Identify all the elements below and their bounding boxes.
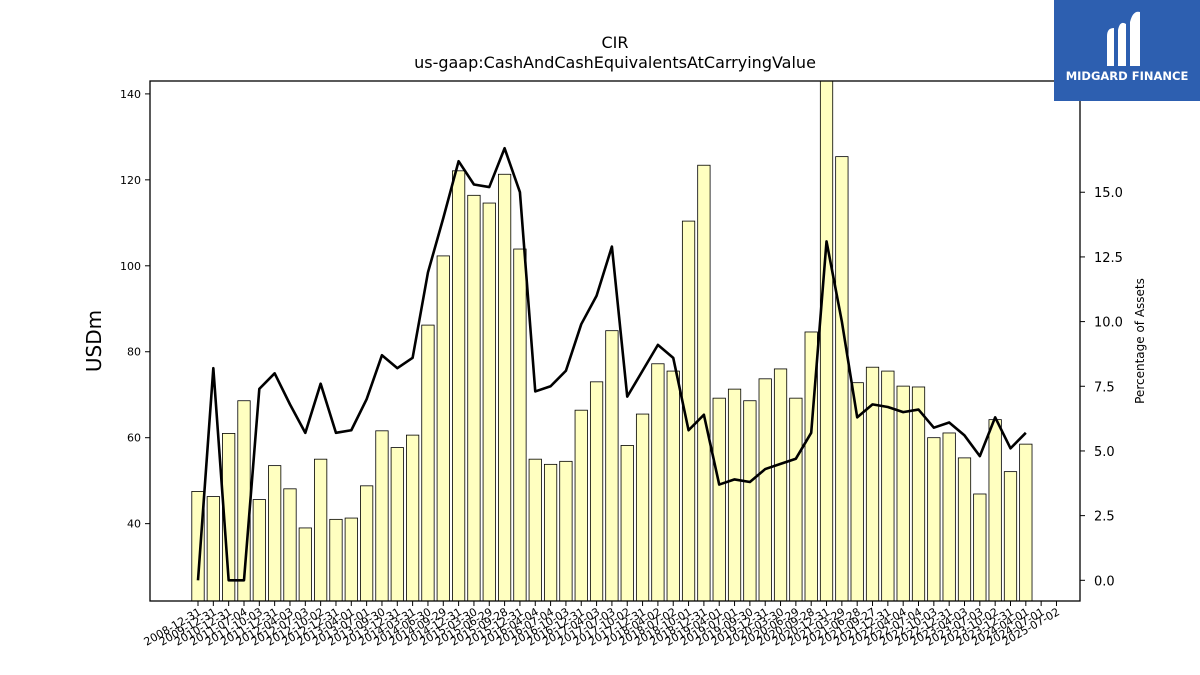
- y2-tick-label: 10.0: [1094, 316, 1123, 331]
- midgard-logo-icon: [1107, 11, 1140, 66]
- bar: [360, 485, 374, 602]
- bar: [957, 457, 972, 602]
- y2-axis-label: Percentage of Assets: [1133, 278, 1147, 404]
- y-tick-label: 120: [120, 174, 141, 187]
- bar: [314, 458, 328, 602]
- bar: [789, 397, 803, 602]
- bar: [1003, 471, 1018, 602]
- bar: [942, 432, 956, 602]
- y-axis-label: USDm: [82, 310, 106, 372]
- bar-series: [191, 80, 1033, 602]
- bar: [988, 419, 1002, 602]
- brand-name: MIDGARD FINANCE: [1065, 69, 1189, 83]
- y2-tick-label: 12.5: [1094, 251, 1123, 266]
- bar: [268, 465, 282, 602]
- bar: [329, 518, 343, 602]
- bar: [390, 447, 404, 602]
- plot-frame: [149, 80, 1081, 602]
- x-axis: 2008-12-312009-12-312010-12-312011-07-04…: [142, 601, 1062, 649]
- y2-tick-label: 2.5: [1094, 510, 1115, 525]
- bar: [605, 330, 619, 602]
- bar: [467, 194, 481, 602]
- bar: [482, 202, 496, 602]
- bar: [344, 517, 358, 602]
- bar: [528, 458, 542, 602]
- bar: [773, 368, 788, 602]
- bar: [712, 397, 726, 602]
- bar: [743, 400, 757, 602]
- bar: [819, 80, 834, 602]
- y2-tick-label: 15.0: [1094, 186, 1123, 201]
- midgard-finance-logo: MIDGARD FINANCE: [1054, 0, 1200, 101]
- bar: [252, 499, 266, 602]
- bar: [758, 378, 772, 602]
- bar: [298, 527, 312, 602]
- bar: [452, 170, 466, 602]
- bar: [206, 496, 220, 602]
- bar: [727, 388, 742, 602]
- bar: [574, 409, 588, 602]
- y-tick-label: 140: [120, 88, 141, 101]
- bar: [835, 156, 849, 602]
- bar: [589, 381, 604, 602]
- chart-subtitle: us-gaap:CashAndCashEquivalentsAtCarrying…: [414, 53, 816, 72]
- bar: [896, 385, 910, 602]
- bar: [865, 366, 880, 602]
- bar: [635, 413, 650, 602]
- bar: [973, 493, 987, 602]
- bar: [375, 430, 389, 602]
- y-tick-label: 100: [120, 260, 141, 273]
- left-axis: 40 60 80 100 120 140: [120, 88, 150, 531]
- chart-title: CIR: [601, 33, 628, 52]
- y2-tick-label: 7.5: [1094, 380, 1115, 395]
- bar: [1019, 443, 1033, 602]
- bar: [651, 363, 665, 602]
- line-series: [196, 146, 1027, 582]
- bar: [406, 434, 420, 602]
- bar: [559, 460, 573, 602]
- bar: [436, 255, 450, 602]
- y-tick-label: 80: [127, 346, 141, 359]
- bar: [497, 173, 512, 602]
- right-axis: 0.0 2.5 5.0 7.5 10.0 12.5 15.0: [1080, 186, 1123, 589]
- y-tick-label: 40: [127, 518, 141, 531]
- bar: [543, 463, 558, 602]
- bar: [620, 445, 634, 602]
- bar: [697, 164, 711, 602]
- bar: [513, 248, 527, 602]
- bar: [911, 386, 926, 602]
- y-tick-label: 60: [127, 432, 141, 445]
- y2-tick-label: 5.0: [1094, 445, 1115, 460]
- y2-tick-label: 0.0: [1094, 574, 1115, 589]
- bar: [927, 437, 941, 602]
- bar: [421, 324, 435, 602]
- bar: [666, 370, 680, 602]
- bar: [283, 488, 297, 602]
- line-series-layer: [196, 146, 1027, 582]
